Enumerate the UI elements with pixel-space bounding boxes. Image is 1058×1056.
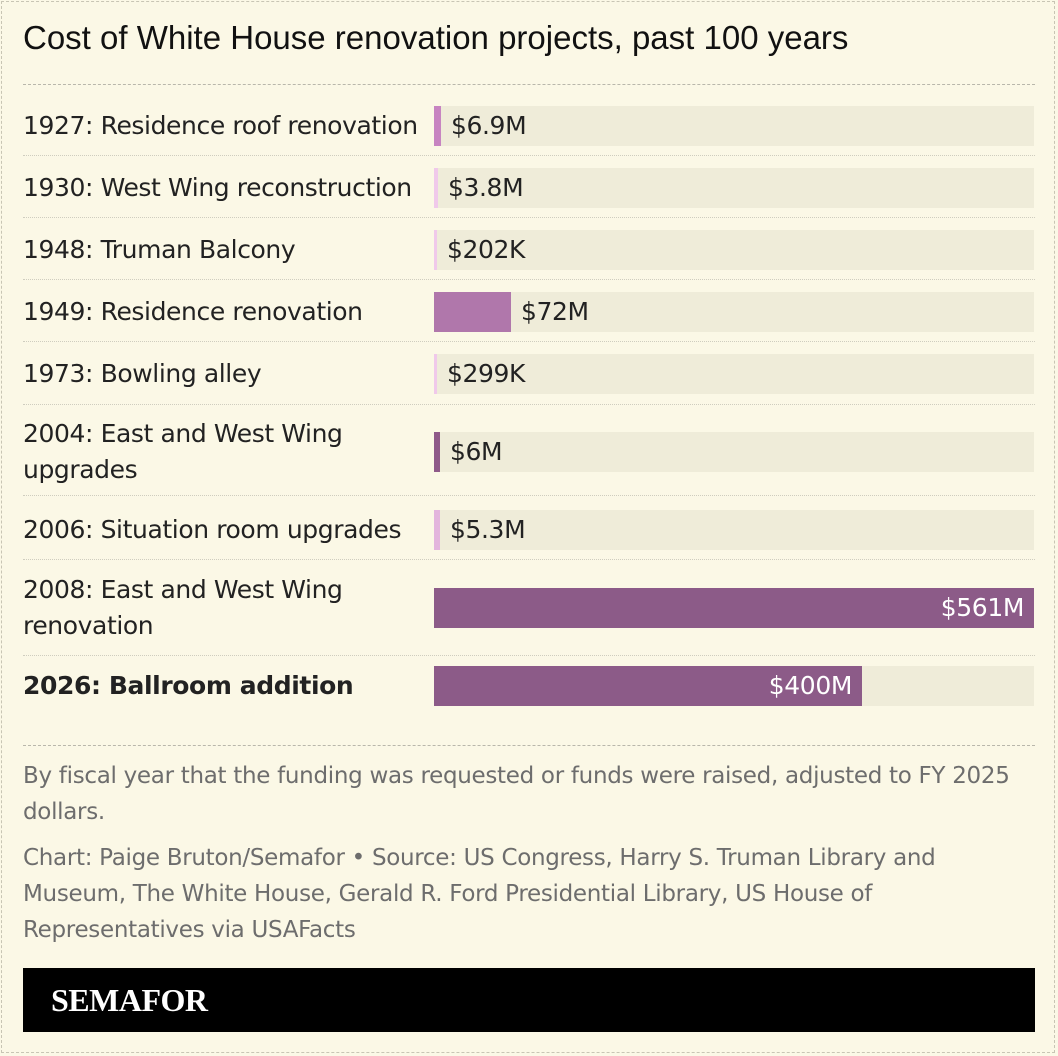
category-label: 2006: Situation room upgrades [23, 515, 402, 544]
bar-track: $6.9M [434, 106, 1034, 146]
row-separator [23, 155, 1035, 156]
bar [434, 230, 437, 270]
category-label: 1927: Residence roof renovation [23, 111, 418, 140]
category-label: 1930: West Wing reconstruction [23, 173, 412, 202]
value-label: $202K [447, 235, 526, 264]
notes-divider [23, 745, 1035, 746]
value-label: $400M [768, 671, 853, 700]
title-divider [23, 84, 1035, 85]
bar-track: $202K [434, 230, 1034, 270]
category-label: 2026: Ballroom addition [23, 671, 354, 700]
semafor-logo: SEMAFOR [51, 982, 208, 1018]
bar [434, 292, 511, 332]
row-separator [23, 655, 1035, 656]
category-label: 1948: Truman Balcony [23, 235, 296, 264]
row-separator [23, 341, 1035, 342]
bar-track: $299K [434, 354, 1034, 394]
bar [434, 666, 862, 706]
methodology-note: By fiscal year that the funding was requ… [23, 763, 1010, 825]
brand-bar: SEMAFOR [23, 968, 1035, 1032]
category-label: 1949: Residence renovation [23, 297, 363, 326]
value-label: $299K [447, 359, 526, 388]
bar-track: $3.8M [434, 168, 1034, 208]
chart-title: Cost of White House renovation projects,… [23, 19, 849, 56]
bar-track: $5.3M [434, 510, 1034, 550]
value-label: $3.8M [448, 173, 524, 202]
value-label: $6M [450, 437, 503, 466]
bar-track: $6M [434, 432, 1034, 472]
bar [434, 106, 441, 146]
category-label: 2008: East and West Wing renovation [23, 575, 343, 640]
category-label: 2004: East and West Wing upgrades [23, 419, 343, 484]
bar-track: $400M [434, 666, 1034, 706]
row-separator [23, 559, 1035, 560]
row-separator [23, 495, 1035, 496]
bar [434, 510, 440, 550]
bar-track: $72M [434, 292, 1034, 332]
bar [434, 354, 437, 394]
bar [434, 588, 1034, 628]
row-separator [23, 404, 1035, 405]
value-label: $6.9M [451, 111, 527, 140]
bar [434, 168, 438, 208]
source-credit: Chart: Paige Bruton/Semafor • Source: US… [23, 845, 936, 943]
bar-track: $561M [434, 588, 1034, 628]
row-separator [23, 279, 1035, 280]
row-separator [23, 217, 1035, 218]
bar [434, 432, 440, 472]
value-label: $72M [521, 297, 589, 326]
value-label: $5.3M [450, 515, 526, 544]
value-label: $561M [940, 593, 1025, 622]
category-label: 1973: Bowling alley [23, 359, 262, 388]
